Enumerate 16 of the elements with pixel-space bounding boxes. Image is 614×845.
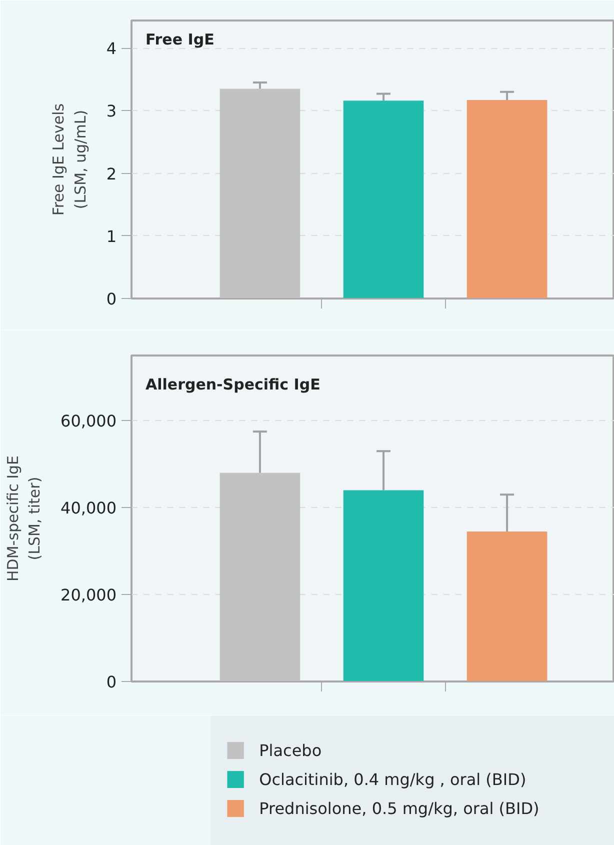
text: Free IgE: [146, 30, 214, 48]
y-axis-title: Free IgE Levels (LSM, ug/mL): [50, 103, 90, 216]
y-tick-label: 2: [106, 164, 117, 184]
legend-label: Prednisolone, 0.5 mg/kg, oral (BID): [259, 799, 540, 818]
y-tick-label: 4: [106, 39, 117, 58]
y-tick-label: 3: [106, 102, 117, 121]
y-axis-title: HDM-specific IgE (LSM, titer): [4, 455, 44, 582]
y-tick-label: 40,000: [60, 498, 116, 518]
y-tick-label: 1: [106, 226, 117, 246]
y-tick-label: 0: [106, 290, 117, 308]
legend-label: Placebo: [259, 741, 322, 760]
y-tick-label: 20,000: [60, 586, 116, 605]
y-tick-label: 0: [106, 672, 117, 692]
y-tick-label: 60,000: [60, 412, 116, 431]
text: Allergen-Specific IgE: [146, 376, 320, 394]
legend-label: Oclacitinib, 0.4 mg/kg , oral (BID): [259, 770, 526, 789]
